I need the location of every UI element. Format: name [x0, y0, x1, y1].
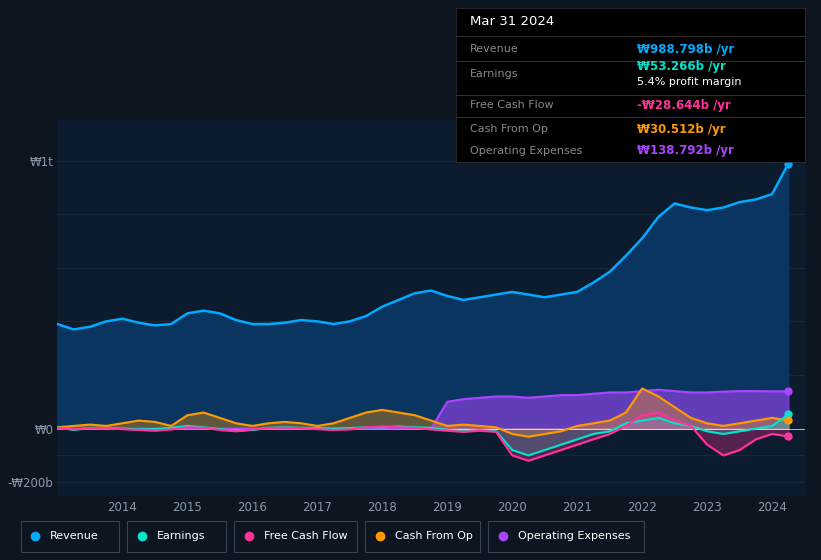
Text: Mar 31 2024: Mar 31 2024	[470, 15, 554, 28]
Text: Free Cash Flow: Free Cash Flow	[470, 100, 553, 110]
Text: ₩30.512b /yr: ₩30.512b /yr	[637, 123, 726, 136]
Text: Earnings: Earnings	[470, 69, 518, 79]
Text: ₩53.266b /yr: ₩53.266b /yr	[637, 60, 726, 73]
Text: Free Cash Flow: Free Cash Flow	[264, 531, 347, 541]
Text: Cash From Op: Cash From Op	[470, 124, 548, 134]
Text: Earnings: Earnings	[157, 531, 205, 541]
Text: -₩28.644b /yr: -₩28.644b /yr	[637, 99, 731, 112]
Text: Revenue: Revenue	[50, 531, 99, 541]
Text: Revenue: Revenue	[470, 44, 518, 54]
Text: Operating Expenses: Operating Expenses	[518, 531, 631, 541]
Text: 5.4% profit margin: 5.4% profit margin	[637, 77, 741, 87]
Text: ₩988.798b /yr: ₩988.798b /yr	[637, 43, 734, 55]
Text: Cash From Op: Cash From Op	[395, 531, 473, 541]
Text: ₩138.792b /yr: ₩138.792b /yr	[637, 144, 734, 157]
Text: Operating Expenses: Operating Expenses	[470, 146, 582, 156]
